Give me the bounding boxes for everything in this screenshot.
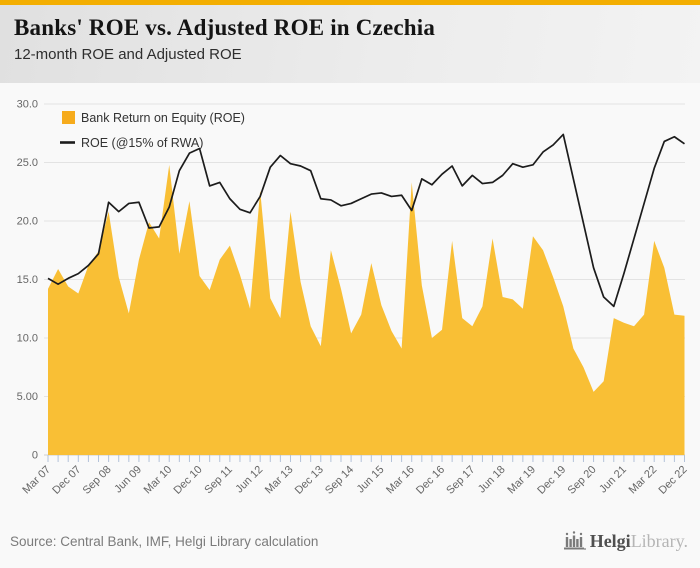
x-tick-label: Dec 16 [414, 464, 447, 497]
x-tick-label: Jun 21 [597, 464, 629, 496]
x-tick-label: Sep 20 [566, 464, 599, 497]
x-tick-label: Dec 22 [656, 464, 689, 497]
y-axis-labels: 30.0 25.0 20.0 15.0 10.0 5.00 0 [17, 99, 38, 462]
adjusted-roe-line-series [47, 133, 685, 308]
x-axis-ticks [47, 455, 685, 462]
x-tick-label: Dec 13 [293, 464, 326, 497]
legend-label-adjusted-roe: ROE (@15% of RWA) [81, 136, 203, 150]
page-subtitle: 12-month ROE and Adjusted ROE [14, 46, 242, 63]
y-tick-label: 10.0 [17, 333, 38, 345]
x-tick-label: Sep 11 [202, 464, 235, 497]
y-tick-label: 15.0 [17, 274, 38, 286]
legend: Bank Return on Equity (ROE) ROE (@15% of … [60, 111, 245, 150]
x-tick-label: Sep 08 [81, 464, 114, 497]
logo-word-library: Library. [630, 530, 688, 551]
x-tick-label: Jun 18 [476, 464, 508, 496]
x-tick-label: Jun 12 [233, 464, 265, 496]
x-tick-label: Mar 13 [263, 464, 296, 497]
y-tick-label: 5.00 [17, 391, 38, 403]
y-tick-label: 0 [32, 450, 38, 462]
chart-footer: Source: Central Bank, IMF, Helgi Library… [0, 514, 700, 568]
accent-bar [0, 0, 700, 5]
x-tick-label: Dec 10 [172, 464, 205, 497]
x-tick-label: Mar 22 [627, 464, 660, 497]
chart-header: Banks' ROE vs. Adjusted ROE in Czechia 1… [0, 5, 700, 83]
y-tick-label: 30.0 [17, 99, 38, 111]
x-tick-label: Sep 14 [323, 464, 356, 497]
y-tick-label: 20.0 [17, 216, 38, 228]
x-tick-label: Dec 07 [50, 464, 83, 497]
x-tick-label: Dec 19 [535, 464, 568, 497]
roe-area-series [48, 164, 685, 455]
legend-label-roe: Bank Return on Equity (ROE) [81, 111, 245, 125]
x-tick-label: Jun 09 [112, 464, 144, 496]
page-title: Banks' ROE vs. Adjusted ROE in Czechia [14, 15, 436, 40]
x-tick-label: Mar 19 [505, 464, 538, 497]
x-tick-label: Mar 16 [384, 464, 417, 497]
helgi-logo: HelgiLibrary. [562, 530, 688, 552]
y-tick-label: 25.0 [17, 157, 38, 169]
x-tick-label: Mar 07 [20, 464, 53, 497]
chart-area: 30.0 25.0 20.0 15.0 10.0 5.00 0 Mar 07 Dec 07 Sep… [0, 83, 700, 514]
x-tick-label: Jun 15 [355, 464, 387, 496]
logo-word-helgi: Helgi [589, 530, 631, 551]
legend-area-swatch [62, 111, 75, 124]
helgi-logo-text: HelgiLibrary. [590, 531, 688, 552]
source-note: Source: Central Bank, IMF, Helgi Library… [10, 533, 319, 549]
x-tick-label: Mar 10 [142, 464, 175, 497]
helgi-logo-icon [563, 531, 586, 550]
x-tick-label: Sep 17 [444, 464, 477, 497]
